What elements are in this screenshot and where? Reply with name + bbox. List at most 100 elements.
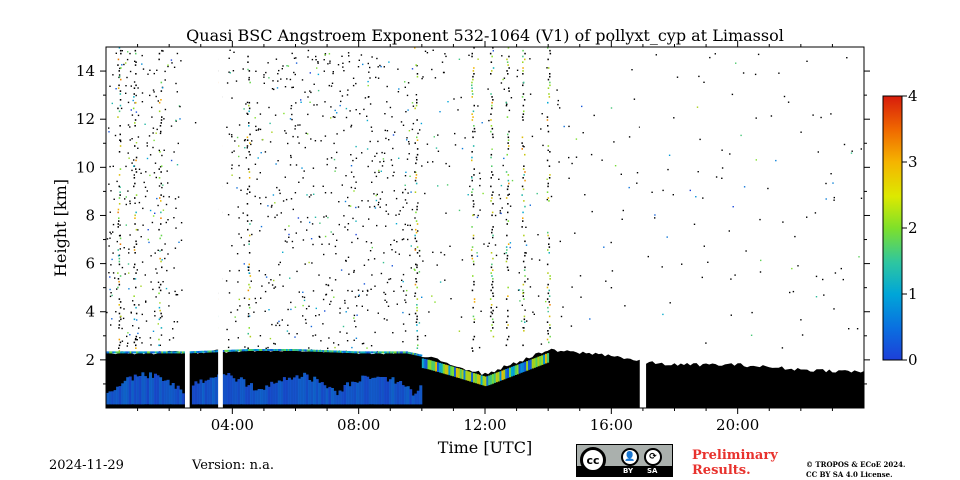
cirrus-speck bbox=[231, 167, 233, 170]
cirrus-speck bbox=[177, 142, 179, 145]
cirrus-speck bbox=[301, 79, 304, 81]
column-speck bbox=[158, 168, 160, 170]
cloud-top-fringe bbox=[301, 349, 304, 352]
cloud-top-fringe bbox=[200, 350, 203, 353]
cirrus-speck bbox=[516, 69, 519, 71]
cirrus-speck bbox=[654, 217, 656, 219]
cirrus-speck bbox=[161, 154, 163, 157]
cirrus-speck bbox=[141, 63, 143, 65]
cirrus-speck bbox=[275, 163, 277, 165]
cirrus-speck bbox=[381, 151, 383, 154]
column-speck bbox=[248, 101, 251, 104]
cirrus-speck bbox=[709, 56, 711, 59]
cirrus-speck bbox=[494, 214, 497, 217]
column-speck bbox=[506, 266, 509, 269]
cirrus-speck bbox=[383, 66, 385, 68]
column-speck bbox=[160, 165, 163, 167]
column-speck bbox=[248, 185, 251, 188]
cirrus-speck bbox=[312, 185, 315, 187]
cirrus-speck bbox=[454, 144, 457, 146]
aerosol-cell bbox=[431, 360, 434, 371]
aerosol-cell bbox=[300, 376, 304, 405]
cirrus-speck bbox=[124, 198, 126, 200]
cirrus-speck bbox=[375, 199, 378, 202]
column-speck bbox=[119, 125, 121, 127]
version-label: Version: n.a. bbox=[192, 458, 275, 473]
cloud-top-fringe bbox=[303, 349, 306, 352]
column-speck bbox=[471, 347, 473, 349]
column-speck bbox=[472, 130, 474, 133]
cirrus-speck bbox=[152, 215, 155, 217]
y-tick-label: 4 bbox=[85, 303, 95, 321]
column-speck bbox=[524, 179, 526, 182]
cirrus-speck bbox=[314, 140, 317, 142]
y-axis-label: Height [km] bbox=[51, 179, 70, 277]
aerosol-cell bbox=[252, 390, 256, 405]
cirrus-speck bbox=[132, 300, 134, 302]
cirrus-speck bbox=[302, 291, 304, 293]
cirrus-speck bbox=[357, 289, 360, 291]
cirrus-speck bbox=[367, 96, 370, 98]
no-data-gap bbox=[639, 47, 647, 408]
cirrus-speck bbox=[157, 100, 159, 102]
cirrus-speck bbox=[361, 305, 363, 307]
column-speck bbox=[414, 179, 417, 182]
cirrus-speck bbox=[325, 215, 327, 217]
cirrus-speck bbox=[154, 212, 156, 214]
cirrus-speck bbox=[479, 184, 481, 187]
cirrus-speck bbox=[386, 301, 388, 303]
y-tick-label: 10 bbox=[76, 158, 95, 176]
cirrus-speck bbox=[751, 311, 753, 314]
cirrus-speck bbox=[458, 330, 461, 332]
aerosol-cell bbox=[207, 379, 211, 405]
cirrus-speck bbox=[848, 328, 850, 330]
cirrus-speck bbox=[256, 102, 259, 104]
cirrus-speck bbox=[433, 136, 435, 138]
column-speck bbox=[133, 93, 135, 95]
cirrus-speck bbox=[255, 70, 257, 72]
cirrus-speck bbox=[404, 299, 406, 301]
aerosol-cell bbox=[471, 372, 474, 383]
cirrus-speck bbox=[316, 104, 318, 106]
cloud-top-fringe bbox=[371, 351, 374, 354]
column-speck bbox=[507, 203, 509, 205]
aerosol-cell bbox=[237, 379, 241, 405]
column-speck bbox=[471, 81, 473, 84]
cirrus-speck bbox=[499, 197, 502, 200]
aerosol-cell bbox=[133, 374, 137, 405]
cirrus-speck bbox=[402, 341, 404, 343]
column-speck bbox=[117, 226, 119, 228]
aerosol-cell bbox=[452, 366, 455, 377]
aerosol-cell bbox=[435, 361, 438, 372]
cirrus-speck bbox=[825, 182, 827, 185]
cc-license-badge[interactable]: cc 👤 ⟳ BY SA bbox=[576, 444, 673, 477]
cloud-top-fringe bbox=[407, 351, 410, 354]
column-speck bbox=[133, 177, 136, 179]
cirrus-speck bbox=[137, 229, 139, 231]
cirrus-speck bbox=[383, 291, 385, 294]
cirrus-speck bbox=[115, 311, 117, 313]
cirrus-speck bbox=[310, 194, 312, 196]
aerosol-cell bbox=[247, 385, 251, 405]
cirrus-speck bbox=[272, 194, 275, 196]
aerosol-cell bbox=[275, 382, 279, 405]
cloud-top-fringe bbox=[123, 351, 126, 354]
cirrus-speck bbox=[119, 224, 121, 226]
cirrus-speck bbox=[259, 197, 261, 199]
aerosol-cell bbox=[262, 389, 266, 405]
cirrus-speck bbox=[295, 102, 297, 104]
cloud-top-fringe bbox=[399, 351, 402, 354]
column-speck bbox=[471, 55, 473, 58]
column-speck bbox=[524, 254, 526, 257]
cirrus-speck bbox=[304, 318, 307, 321]
cirrus-speck bbox=[721, 167, 724, 169]
column-speck bbox=[134, 263, 136, 266]
cloud-top-fringe bbox=[376, 351, 378, 354]
column-speck bbox=[248, 263, 250, 266]
cirrus-speck bbox=[254, 195, 256, 198]
column-speck bbox=[473, 298, 476, 300]
cirrus-speck bbox=[271, 204, 273, 207]
aerosol-cell bbox=[358, 381, 362, 405]
cirrus-speck bbox=[500, 82, 503, 84]
